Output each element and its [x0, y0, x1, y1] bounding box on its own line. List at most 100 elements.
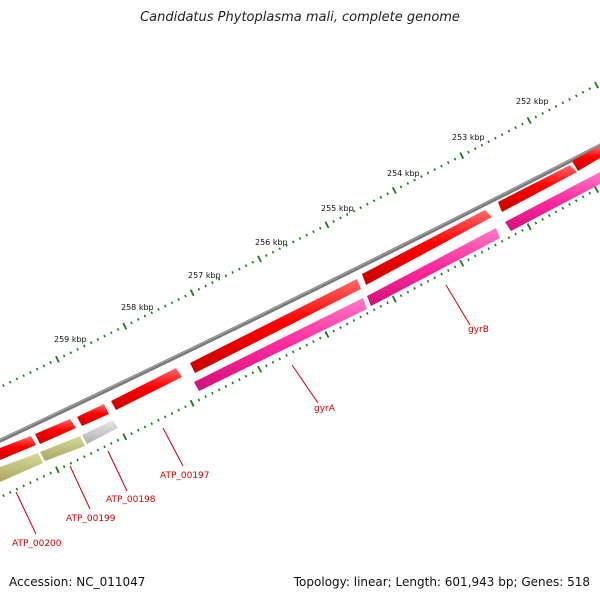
outer-ruler-minor-tick [69, 351, 73, 355]
inner-ruler-minor-tick [332, 329, 335, 333]
inner-ruler-minor-tick [487, 247, 491, 251]
outer-ruler-minor-tick [62, 354, 66, 358]
rrna-feature[interactable] [40, 436, 85, 461]
inner-ruler-minor-tick [494, 243, 497, 247]
inner-ruler-major-tick [391, 295, 397, 303]
inner-ruler-major-tick [257, 365, 263, 373]
genome-summary-text: Topology: linear; Length: 601,943 bp; Ge… [293, 575, 590, 589]
gene-label-gyrB[interactable]: gyrB [468, 325, 489, 335]
outer-ruler-minor-tick [514, 126, 517, 130]
inner-ruler-minor-tick [150, 422, 154, 425]
cds-feature[interactable] [35, 419, 76, 444]
outer-ruler-minor-tick [352, 209, 356, 213]
gene-label-gyrA[interactable]: gyrA [314, 404, 336, 414]
inner-ruler-minor-tick [291, 350, 295, 354]
gene-label-ATP_00199[interactable]: ATP_00199 [66, 514, 116, 524]
outer-ruler-minor-tick [291, 240, 295, 244]
outer-ruler-minor-tick [588, 87, 592, 91]
rrna-feature[interactable] [82, 420, 118, 444]
outer-ruler-major-tick [391, 186, 397, 194]
inner-ruler-minor-tick [446, 269, 450, 272]
inner-ruler-minor-tick [49, 471, 52, 475]
outer-ruler-minor-tick [332, 219, 335, 223]
outer-ruler-minor-tick [96, 337, 100, 341]
ruler-ticks [2, 81, 599, 498]
gene-label-ATP_00198[interactable]: ATP_00198 [106, 495, 156, 505]
inner-ruler-minor-tick [453, 265, 457, 269]
inner-ruler-major-tick [122, 433, 128, 441]
inner-ruler-minor-tick [561, 206, 565, 210]
outer-ruler-minor-tick [89, 341, 93, 345]
gene-feature[interactable] [367, 228, 500, 306]
inner-ruler-minor-tick [406, 290, 410, 294]
outer-ruler-major-tick [324, 221, 330, 229]
outer-ruler-minor-tick [251, 260, 255, 264]
outer-ruler-minor-tick [22, 374, 25, 378]
inner-ruler-major-tick [189, 399, 195, 407]
inner-ruler-minor-tick [89, 451, 93, 455]
backbone-highlight [0, 144, 600, 441]
outer-ruler-minor-tick [103, 334, 106, 338]
inner-ruler-minor-tick [588, 191, 592, 195]
outer-ruler-minor-tick [453, 157, 457, 161]
cds-feature[interactable] [111, 368, 182, 410]
inner-ruler-minor-tick [366, 311, 369, 315]
outer-ruler-minor-tick [116, 328, 120, 331]
outer-ruler-minor-tick [110, 331, 113, 335]
outer-ruler-minor-tick [433, 168, 437, 171]
map-title: Candidatus Phytoplasma mali, complete ge… [140, 10, 460, 25]
outer-ruler-minor-tick [473, 147, 477, 151]
inner-ruler-minor-tick [339, 326, 342, 329]
outer-ruler-minor-tick [575, 94, 578, 98]
gene-label-ATP_00200[interactable]: ATP_00200 [12, 539, 62, 549]
inner-ruler-major-tick [594, 186, 599, 194]
cds-feature[interactable] [498, 165, 577, 212]
inner-ruler-major-tick [526, 223, 532, 231]
gyrB-leader [445, 284, 471, 326]
inner-ruler-minor-tick [69, 461, 73, 465]
gene-feature[interactable] [194, 298, 367, 391]
inner-ruler-minor-tick [467, 258, 470, 262]
outer-ruler-minor-tick [265, 254, 268, 257]
cds-feature[interactable] [572, 146, 600, 171]
inner-ruler-minor-tick [541, 217, 544, 221]
inner-ruler-minor-tick [318, 336, 322, 340]
inner-ruler-minor-tick [265, 364, 268, 368]
ATP_00199-leader [69, 465, 91, 510]
inner-ruler-minor-tick [514, 232, 517, 236]
outer-ruler-minor-tick [143, 314, 147, 318]
inner-ruler-minor-tick [548, 214, 551, 218]
inner-ruler-minor-tick [35, 478, 39, 481]
outer-ruler-minor-tick [271, 250, 275, 254]
outer-ruler-minor-tick [494, 136, 497, 140]
backbone-arc [0, 143, 600, 443]
cds-feature[interactable] [77, 404, 109, 426]
outer-ruler-minor-tick [521, 122, 524, 126]
rrna-feature[interactable] [0, 453, 43, 482]
accession-text: Accession: NC_011047 [9, 575, 146, 589]
inner-ruler-minor-tick [143, 425, 147, 429]
inner-ruler-minor-tick [521, 228, 524, 232]
inner-ruler-minor-tick [312, 340, 315, 343]
ruler-label-255: 255 kbp [321, 204, 354, 213]
outer-ruler-minor-tick [42, 364, 46, 368]
inner-ruler-minor-tick [386, 301, 389, 305]
outer-ruler-minor-tick [446, 161, 450, 165]
outer-ruler-minor-tick [150, 311, 154, 315]
gene-feature[interactable] [505, 172, 600, 231]
cds-feature[interactable] [362, 210, 492, 285]
cds-feature[interactable] [0, 436, 36, 460]
inner-ruler-minor-tick [352, 319, 356, 322]
cds-feature[interactable] [190, 279, 361, 373]
inner-ruler-minor-tick [298, 347, 302, 350]
inner-ruler-minor-tick [231, 381, 234, 385]
outer-ruler-minor-tick [339, 216, 342, 220]
outer-ruler-minor-tick [372, 199, 376, 203]
inner-ruler-major-tick [324, 330, 330, 339]
inner-ruler-minor-tick [22, 484, 25, 488]
gene-label-ATP_00197[interactable]: ATP_00197 [160, 471, 210, 481]
inner-ruler-minor-tick [197, 398, 201, 402]
inner-ruler-minor-tick [204, 395, 207, 399]
inner-ruler-minor-tick [136, 428, 140, 432]
